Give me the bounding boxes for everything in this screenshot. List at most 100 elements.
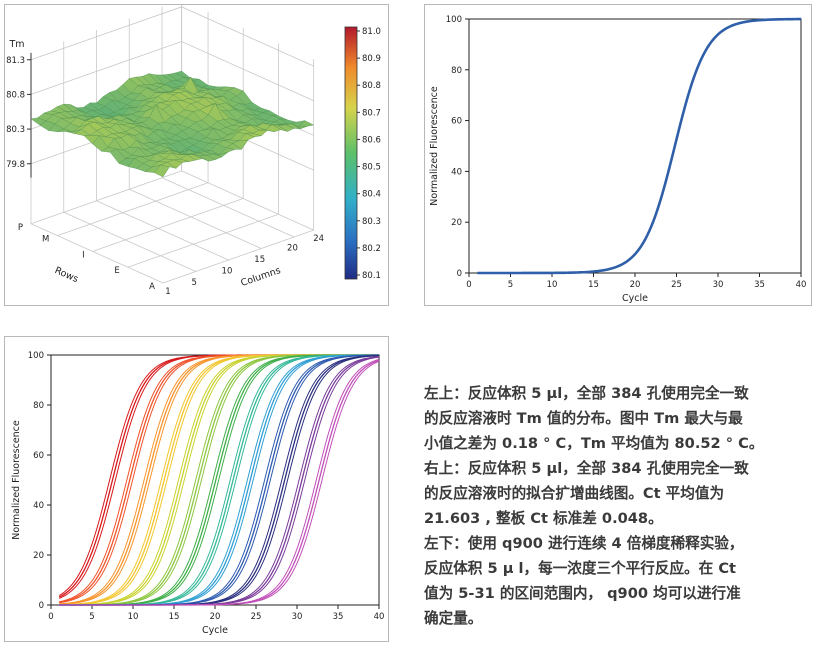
colorbar-tick-label: 80.9 bbox=[362, 54, 381, 64]
y-tick-label: 60 bbox=[451, 117, 462, 127]
colorbar bbox=[344, 26, 358, 280]
tm-surface-panel: 79.8 80.3 80.8 81.3 Tm 1 5 10 15 20 24 Columns A E I M P… bbox=[4, 0, 389, 306]
y-tick-label: P bbox=[18, 223, 23, 233]
x-tick-label: 40 bbox=[374, 612, 385, 622]
y-tick-label: I bbox=[82, 250, 85, 260]
x-tick-label: 25 bbox=[671, 280, 682, 290]
x-tick-label: 5 bbox=[89, 612, 94, 622]
x-axis-label: Columns bbox=[239, 265, 282, 289]
y-tick-label: 60 bbox=[33, 451, 44, 461]
y-tick-label: 20 bbox=[33, 551, 44, 561]
caption-line: 左上：反应体积 5 µl，全部 384 孔使用完全一致 bbox=[424, 385, 749, 402]
colorbar-tick-label: 80.5 bbox=[362, 163, 381, 173]
caption-line: 的反应溶液时 Tm 值的分布。图中 Tm 最大与最 bbox=[424, 410, 743, 427]
dilution-panel: 0 5 10 15 20 25 30 35 40 0 20 40 60 80 100 Cycle Normali… bbox=[4, 336, 389, 642]
replicate-curve-12-3 bbox=[59, 356, 380, 606]
caption-line: 左下：使用 q900 进行连续 4 倍梯度稀释实验， bbox=[424, 535, 744, 552]
replicate-curve-7-3 bbox=[59, 354, 379, 606]
y-tick-label: A bbox=[149, 282, 155, 292]
floor-gridline bbox=[63, 211, 196, 272]
y-tick-label: 80 bbox=[33, 401, 44, 411]
x-tick-label: 0 bbox=[466, 280, 471, 290]
z-tick-label: 79.8 bbox=[6, 160, 25, 170]
floor-gridline bbox=[30, 170, 182, 225]
tm-surface-chart: 79.880.380.881.3Tm1510152024ColumnsAEIMP… bbox=[6, 0, 381, 297]
z-axis-label: Tm bbox=[8, 39, 24, 50]
colorbar-tick-label: 80.8 bbox=[362, 81, 381, 91]
floor-gridline bbox=[129, 188, 262, 249]
amplification-curve-13 bbox=[59, 359, 380, 606]
y-tick-label: E bbox=[114, 266, 119, 276]
floor-gridline bbox=[161, 177, 295, 238]
floor-gridline bbox=[96, 200, 229, 261]
x-tick-label: 30 bbox=[713, 280, 724, 290]
x-tick-label: 35 bbox=[754, 280, 765, 290]
plot-frame bbox=[468, 18, 802, 274]
dilution-chart: 0 5 10 15 20 25 30 35 40 0 20 40 60 80 100 Cycle Normali… bbox=[11, 351, 385, 636]
colorbar-tick-label: 80.3 bbox=[362, 217, 381, 227]
x-tick-label: 5 bbox=[191, 278, 196, 288]
replicate-curve-13-2 bbox=[59, 358, 380, 606]
amplification-chart: 0 5 10 15 20 25 30 35 40 0 20 40 60 80 100 Cycle Normali… bbox=[429, 15, 807, 304]
caption-line: 的反应溶液时的拟合扩增曲线图。Ct 平均值为 bbox=[424, 485, 725, 502]
y-tick-label: 40 bbox=[33, 501, 44, 511]
colorbar-tick-label: 80.2 bbox=[362, 244, 381, 254]
x-axis-label: Cycle bbox=[202, 625, 228, 636]
colorbar-tick-label: 80.1 bbox=[362, 271, 381, 281]
y-tick-label: 100 bbox=[446, 15, 462, 25]
y-axis-label: Normalized Fluorescence bbox=[11, 420, 22, 540]
caption-line: 反应体积 5 µ l，每一浓度三个平行反应。在 Ct bbox=[424, 560, 736, 577]
surface-cell bbox=[297, 120, 315, 128]
amplification-curve-1 bbox=[477, 17, 802, 275]
y-tick-label: 40 bbox=[451, 167, 462, 177]
x-tick-label: 5 bbox=[508, 280, 513, 290]
floor-gridline bbox=[57, 182, 209, 236]
y-tick-label: 0 bbox=[39, 601, 44, 611]
x-tick-label: 10 bbox=[547, 280, 558, 290]
caption-line: 确定量。 bbox=[424, 610, 483, 627]
x-tick-label: 40 bbox=[796, 280, 807, 290]
colorbar-tick-label: 80.7 bbox=[362, 108, 381, 118]
colorbar-tick-label: 80.6 bbox=[362, 135, 381, 145]
x-tick-label: 25 bbox=[251, 612, 262, 622]
z-tick-label: 80.8 bbox=[6, 90, 25, 100]
tm-surface bbox=[30, 70, 315, 178]
y-tick-label: 0 bbox=[457, 269, 462, 279]
colorbar-tick-label: 80.4 bbox=[362, 190, 381, 200]
x-tick-label: 20 bbox=[287, 243, 298, 253]
floor-gridline bbox=[127, 213, 279, 268]
x-tick-label: 0 bbox=[48, 612, 53, 622]
floor-gridline bbox=[92, 198, 244, 252]
floor-gridline bbox=[162, 229, 314, 284]
amplification-curve-1 bbox=[58, 354, 379, 598]
caption-line: 值为 5-31 的区间范围内， q900 均可以进行准 bbox=[424, 585, 741, 602]
y-tick-label: 100 bbox=[28, 351, 44, 361]
x-tick-label: 1 bbox=[165, 287, 170, 297]
z-gridline bbox=[30, 6, 314, 67]
x-tick-label: 15 bbox=[254, 255, 265, 265]
x-tick-label: 10 bbox=[128, 612, 139, 622]
caption-line: 小值之差为 0.18 ° C，Tm 平均值为 80.52 ° C。 bbox=[424, 435, 764, 452]
y-tick-label: M bbox=[42, 235, 49, 245]
caption-line: 右上：反应体积 5 µl，全部 384 孔使用完全一致 bbox=[424, 460, 749, 477]
replicate-curve-1-2 bbox=[58, 354, 379, 596]
x-tick-label: 15 bbox=[169, 612, 180, 622]
x-tick-label: 30 bbox=[292, 612, 303, 622]
floor-gridline bbox=[181, 170, 314, 231]
amplification-panel: 0 5 10 15 20 25 30 35 40 0 20 40 60 80 100 Cycle Normali… bbox=[424, 4, 812, 306]
x-tick-label: 10 bbox=[222, 266, 233, 276]
figure-caption: 左上：反应体积 5 µl，全部 384 孔使用完全一致 的反应溶液时 Tm 值的… bbox=[424, 381, 816, 631]
z-tick-label: 81.3 bbox=[6, 56, 25, 66]
x-tick-label: 15 bbox=[588, 280, 599, 290]
x-tick-label: 24 bbox=[313, 234, 324, 244]
z-tick-label: 80.3 bbox=[6, 125, 25, 135]
y-axis-label: Rows bbox=[53, 265, 80, 285]
colorbar-tick-label: 81.0 bbox=[362, 27, 381, 37]
replicate-curve-13-3 bbox=[59, 360, 380, 606]
y-tick-label: 80 bbox=[451, 66, 462, 76]
y-tick-label: 20 bbox=[451, 218, 462, 228]
x-tick-label: 20 bbox=[630, 280, 641, 290]
x-axis-label: Cycle bbox=[622, 293, 648, 304]
caption-line: 21.603 , 整板 Ct 标准差 0.048。 bbox=[424, 510, 663, 527]
y-axis-label: Normalized Fluorescence bbox=[429, 86, 440, 206]
